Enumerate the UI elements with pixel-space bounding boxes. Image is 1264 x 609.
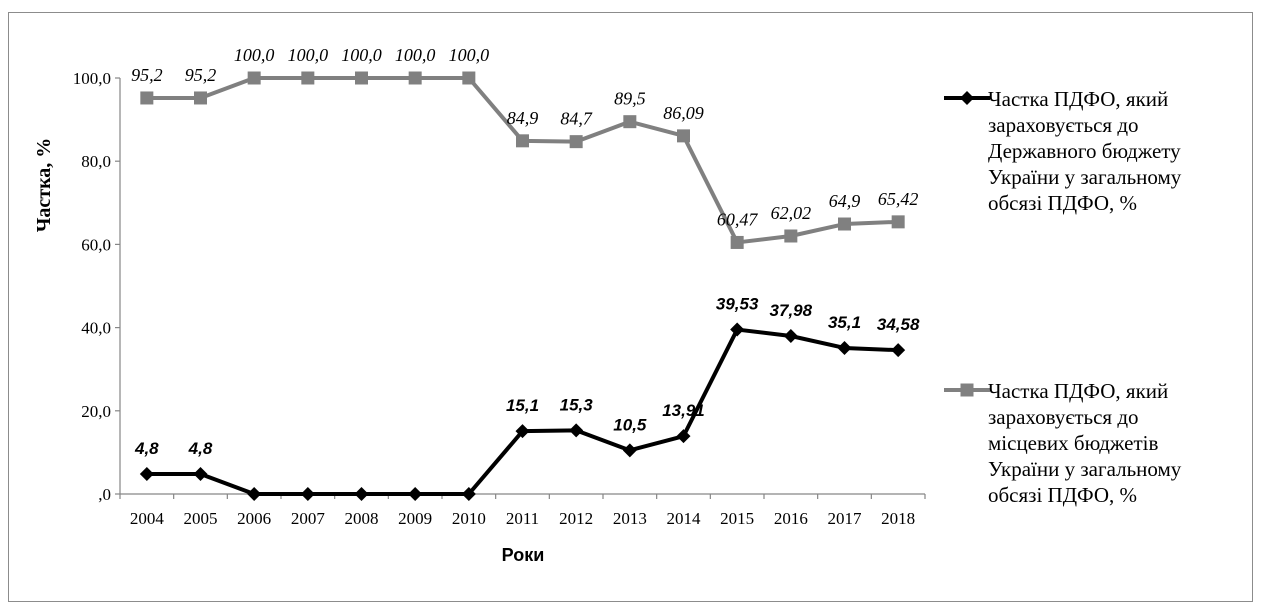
- data-point-square: [731, 236, 744, 249]
- data-label: 84,7: [560, 109, 593, 129]
- y-tick-label: 40,0: [81, 319, 111, 338]
- legend-label-line: України у загальному: [988, 164, 1246, 190]
- x-tick-label: 2010: [452, 509, 486, 528]
- data-label: 37,98: [770, 301, 813, 320]
- data-label: 100,0: [234, 45, 275, 65]
- legend-entry-state-budget-text: Частка ПДФО, який зараховується до Державн…: [988, 86, 1246, 216]
- legend-label-line: зараховується до: [988, 112, 1246, 138]
- data-label: 62,02: [771, 203, 812, 223]
- data-point-square: [623, 115, 636, 128]
- y-tick-label: ,0: [98, 485, 111, 504]
- data-label: 39,53: [716, 295, 759, 314]
- data-point-square: [140, 91, 153, 104]
- x-tick-label: 2016: [774, 509, 808, 528]
- data-label: 86,09: [663, 103, 704, 123]
- data-point-diamond: [355, 487, 369, 501]
- data-label: 35,1: [828, 313, 861, 332]
- x-axis-title: Роки: [502, 545, 545, 565]
- data-point-square: [355, 72, 368, 85]
- data-point-diamond: [247, 487, 261, 501]
- y-tick-label: 100,0: [73, 69, 111, 88]
- data-label: 89,5: [614, 89, 646, 109]
- x-tick-label: 2007: [291, 509, 326, 528]
- data-point-square: [301, 72, 314, 85]
- data-label: 60,47: [717, 209, 759, 229]
- data-point-diamond: [194, 467, 208, 481]
- legend-label-line: України у загальному: [988, 456, 1246, 482]
- data-point-diamond: [140, 467, 154, 481]
- data-point-square: [462, 72, 475, 85]
- data-label: 84,9: [507, 108, 539, 128]
- data-label: 95,2: [185, 65, 217, 85]
- data-label: 100,0: [288, 45, 329, 65]
- data-label: 100,0: [395, 45, 436, 65]
- data-label: 15,3: [560, 395, 594, 414]
- data-point-square: [838, 218, 851, 231]
- data-point-square: [677, 129, 690, 142]
- data-point-square: [892, 215, 905, 228]
- data-point-square: [248, 72, 261, 85]
- legend-marker-diamond: [960, 91, 974, 105]
- data-label: 4,8: [188, 439, 213, 458]
- data-label: 95,2: [131, 65, 163, 85]
- x-tick-label: 2006: [237, 509, 271, 528]
- data-label: 64,9: [829, 191, 861, 211]
- data-point-square: [570, 135, 583, 148]
- x-tick-label: 2018: [881, 509, 915, 528]
- legend-marker-square: [961, 384, 974, 397]
- x-tick-label: 2015: [720, 509, 754, 528]
- data-point-square: [784, 229, 797, 242]
- x-tick-label: 2012: [559, 509, 593, 528]
- legend: [944, 91, 990, 397]
- y-axis-title: Частка, %: [33, 138, 55, 233]
- data-label: 13,91: [662, 401, 705, 420]
- data-point-diamond: [623, 443, 637, 457]
- x-tick-label: 2009: [398, 509, 432, 528]
- legend-label-line: Державного бюджету: [988, 138, 1246, 164]
- x-tick-label: 2013: [613, 509, 647, 528]
- legend-label-line: місцевих бюджетів: [988, 430, 1246, 456]
- legend-label-line: зараховується до: [988, 404, 1246, 430]
- data-point-diamond: [301, 487, 315, 501]
- data-point-square: [194, 91, 207, 104]
- legend-label-line: обсязі ПДФО, %: [988, 190, 1246, 216]
- data-label: 10,5: [613, 415, 647, 434]
- data-point-square: [516, 134, 529, 147]
- data-point-square: [409, 72, 422, 85]
- x-tick-label: 2004: [130, 509, 165, 528]
- data-label: 15,1: [506, 396, 539, 415]
- data-point-diamond: [569, 423, 583, 437]
- y-tick-label: 60,0: [81, 235, 111, 254]
- legend-label-line: Частка ПДФО, який: [988, 378, 1246, 404]
- legend-label-line: Частка ПДФО, який: [988, 86, 1246, 112]
- data-point-diamond: [677, 429, 691, 443]
- x-tick-label: 2014: [667, 509, 702, 528]
- data-label: 65,42: [878, 189, 919, 209]
- data-point-diamond: [730, 323, 744, 337]
- data-point-diamond: [838, 341, 852, 355]
- data-label: 100,0: [341, 45, 382, 65]
- data-point-diamond: [784, 329, 798, 343]
- legend-entry-local-budgets-text: Частка ПДФО, який зараховується до місцеви…: [988, 378, 1246, 508]
- y-tick-label: 80,0: [81, 152, 111, 171]
- y-tick-label: 20,0: [81, 402, 111, 421]
- data-label: 100,0: [449, 45, 490, 65]
- data-label: 4,8: [134, 439, 159, 458]
- data-label: 34,58: [877, 315, 920, 334]
- data-point-diamond: [408, 487, 422, 501]
- x-tick-label: 2017: [828, 509, 863, 528]
- x-tick-label: 2011: [506, 509, 539, 528]
- legend-label-line: обсязі ПДФО, %: [988, 482, 1246, 508]
- series-layer: [140, 72, 905, 502]
- x-tick-label: 2005: [184, 509, 218, 528]
- data-labels-layer: 95,2 95,2 100,0 100,0 100,0 100,0 100,0 84,9 84,…: [131, 45, 920, 458]
- x-tick-label: 2008: [345, 509, 379, 528]
- data-point-diamond: [891, 343, 905, 357]
